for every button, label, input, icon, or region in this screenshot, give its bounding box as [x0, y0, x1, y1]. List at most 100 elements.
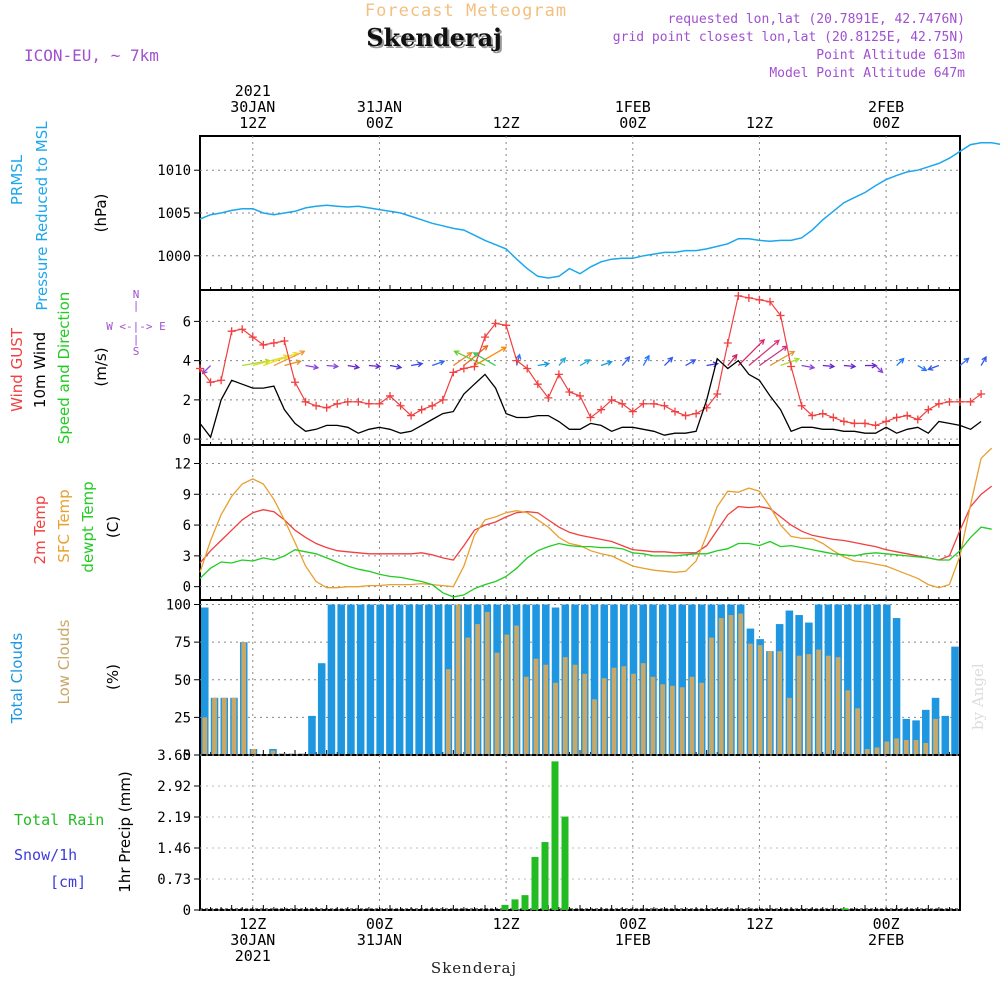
low-cloud-bar: [884, 741, 890, 755]
wind-arrow-head: [417, 361, 424, 368]
gust-marker: [407, 411, 416, 420]
y-tick-label: 1.46: [157, 841, 191, 857]
y-tick-label: 50: [174, 673, 191, 689]
gust-marker: [576, 391, 584, 400]
low-cloud-bar: [631, 673, 636, 755]
gust-marker: [892, 413, 901, 422]
wind-direction-arrow: [737, 339, 765, 366]
low-cloud-bar: [903, 739, 909, 755]
gust-marker: [343, 397, 352, 406]
wind-arrow-head: [789, 350, 796, 357]
gust-marker: [723, 338, 732, 347]
gust-marker: [544, 393, 553, 402]
gust-marker: [755, 295, 764, 304]
gust-marker: [333, 399, 342, 408]
rain-bar: [561, 816, 569, 910]
gust-marker: [206, 378, 215, 387]
gust-marker: [470, 362, 479, 371]
wind-unit: (m/s): [92, 347, 110, 386]
y-tick-label: 2: [183, 393, 191, 409]
wind-arrow-head: [543, 361, 551, 368]
total-cloud-bar: [201, 607, 209, 755]
wind-arrow-head: [690, 359, 697, 365]
wind-direction-arrow: [284, 360, 301, 367]
wind-arrow-head: [396, 363, 403, 370]
y-tick-label: 6: [183, 518, 191, 534]
gust-marker: [945, 397, 954, 406]
compass-bar: |: [133, 299, 140, 312]
wind-arrow-head: [829, 363, 836, 370]
time-label-top: 12Z: [493, 114, 520, 132]
low-cloud-bar: [718, 618, 724, 755]
total-cloud-bar: [415, 604, 423, 755]
point-altitude: Point Altitude 613m: [816, 48, 965, 63]
gust-marker: [956, 397, 964, 406]
gust-marker: [449, 368, 458, 377]
low-cloud-bar: [923, 742, 929, 755]
wind-arrow-head: [773, 339, 780, 346]
gridpoint-coords: grid point closest lon,lat (20.8125E, 42…: [613, 30, 965, 45]
gust-marker: [227, 327, 236, 336]
wind-direction-arrow: [928, 364, 940, 370]
total-cloud-bar: [873, 604, 881, 755]
gust-marker: [924, 405, 933, 414]
gust-marker: [776, 311, 785, 320]
low-cloud-bar: [270, 750, 276, 755]
wind-arrow-head: [584, 359, 591, 365]
wind-direction-arrow: [454, 350, 486, 367]
rain-bar: [841, 908, 849, 910]
y-tick-label: 9: [183, 487, 191, 503]
low-cloud-bar: [212, 697, 217, 755]
gust-marker: [681, 411, 690, 420]
wind-direction-arrow: [822, 364, 834, 368]
wind-arrow-head: [667, 356, 674, 363]
rain-bar: [521, 895, 529, 910]
wind-arrow-head: [731, 353, 738, 360]
low-cloud-bar: [855, 708, 860, 755]
total-cloud-bar: [902, 718, 911, 755]
wind-arrow-head: [921, 365, 928, 372]
gust-marker: [649, 399, 658, 408]
low-cloud-bar: [670, 685, 675, 755]
gust-marker: [375, 399, 384, 408]
gust-marker: [481, 333, 489, 342]
gust-marker: [459, 364, 468, 373]
gust-marker: [913, 415, 922, 424]
wind-direction-arrow: [663, 357, 673, 366]
y-tick-label: 1000: [157, 249, 191, 265]
y-tick-label: 3: [183, 549, 191, 565]
low-cloud-bar: [787, 697, 792, 755]
gust-marker: [301, 397, 310, 406]
low-cloud-bar: [553, 682, 558, 755]
y-tick-label: 1005: [157, 206, 191, 222]
low-cloud-bar: [913, 739, 919, 755]
wind-arrow-head: [793, 357, 801, 364]
y-tick-label: 3.65: [157, 748, 191, 764]
gust-marker: [797, 401, 806, 410]
pressure-unit: (hPa): [92, 194, 110, 233]
total-cloud-bar: [317, 663, 326, 755]
snow-unit-label: [cm]: [50, 873, 86, 891]
low-cloud-bar: [650, 676, 656, 755]
gust-marker: [903, 411, 912, 420]
wind-arrow-head: [500, 346, 508, 352]
gust-marker: [861, 419, 869, 428]
wind-direction-arrow: [431, 360, 445, 367]
total-cloud-bar: [678, 604, 686, 755]
gust-marker: [766, 297, 774, 306]
gust-marker: [364, 399, 373, 408]
wind-arrow-head: [332, 363, 340, 370]
product-title: Forecast Meteogram: [365, 1, 567, 21]
low-cloud-bar: [933, 718, 938, 755]
y-tick-label: 0.73: [157, 872, 191, 888]
y-tick-label: 0: [183, 903, 191, 919]
low-cloud-bar: [816, 649, 821, 755]
temp-unit: (C): [104, 516, 122, 538]
gust-marker: [977, 389, 986, 398]
gust-label: Wind GUST: [8, 327, 26, 412]
pressure-label-long: Pressure Reduced to MSL: [33, 121, 51, 311]
low-cloud-bar: [241, 642, 247, 755]
temperature-panel: 0 3 6 9 12 2m Temp SFC Temp dewpt Temp (C): [31, 444, 993, 601]
low-cloud-bar: [679, 687, 685, 755]
rain-bar: [511, 899, 519, 910]
